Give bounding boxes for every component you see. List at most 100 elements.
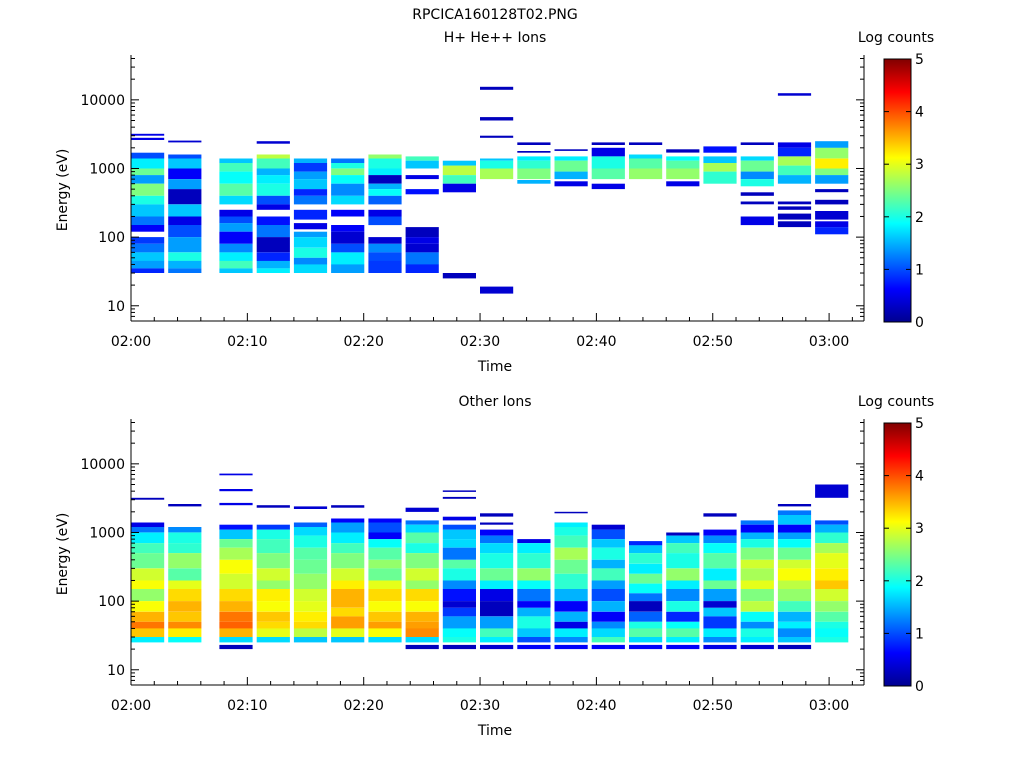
spectrogram-cell — [777, 213, 812, 220]
spectrogram-cell — [554, 621, 588, 629]
spectrogram-cell — [331, 616, 365, 629]
spectrogram-cell — [591, 601, 625, 612]
x-tick-label: 02:30 — [460, 698, 500, 714]
spectrogram-cell — [368, 637, 402, 643]
spectrogram-cell — [368, 252, 402, 261]
spectrogram-cell — [480, 158, 514, 161]
spectrogram-cell — [331, 264, 365, 273]
spectrogram-cell — [131, 216, 165, 226]
spectrogram-cell — [168, 628, 202, 637]
spectrogram-cell — [591, 142, 625, 145]
x-tick-label: 02:00 — [111, 698, 151, 714]
spectrogram-cell — [517, 637, 551, 643]
spectrogram-cell — [517, 644, 551, 650]
spectrogram-cell — [405, 156, 439, 161]
spectrogram-cell — [256, 158, 290, 169]
spectrogram-cell — [256, 601, 290, 612]
spectrogram-cell — [331, 607, 365, 617]
spectrogram-cell — [740, 568, 774, 581]
spectrogram-cell — [219, 209, 253, 217]
spectrogram-cell — [740, 160, 774, 172]
spectrogram-cell — [740, 621, 774, 629]
y-tick-label: 10000 — [80, 93, 125, 109]
spectrogram-cell — [293, 264, 328, 273]
spectrogram-cell — [131, 601, 165, 612]
spectrogram-cell — [517, 151, 551, 153]
spectrogram-cell — [815, 227, 849, 235]
spectrogram-cell — [591, 547, 625, 560]
spectrogram-cell — [331, 532, 365, 544]
spectrogram-cell — [480, 117, 514, 121]
spectrogram-cell — [740, 611, 774, 622]
spectrogram-cell — [777, 175, 812, 184]
spectrogram-cell — [777, 165, 812, 176]
spectrogram-cell — [517, 616, 551, 629]
spectrogram-cell — [331, 637, 365, 643]
spectrogram-cell — [131, 637, 165, 643]
spectrogram-cell — [256, 637, 290, 643]
spectrogram-cell — [293, 527, 328, 536]
y-tick-label: 1000 — [89, 161, 125, 177]
y-tick-label: 10 — [107, 299, 125, 315]
spectrogram-cell — [219, 163, 253, 172]
spectrogram-cell — [554, 522, 588, 528]
spectrogram-cell — [219, 628, 253, 637]
spectrogram-cell — [219, 252, 253, 261]
spectrogram-cell — [591, 156, 625, 169]
spectrogram-cell — [442, 165, 476, 176]
spectrogram-cell — [293, 247, 328, 258]
spectrogram-cell — [591, 539, 625, 548]
spectrogram-cell — [666, 543, 700, 554]
spectrogram-cell — [331, 568, 365, 581]
spectrogram-cell — [405, 589, 439, 602]
spectrogram-cells — [131, 473, 849, 650]
spectrogram-cell — [554, 559, 588, 574]
spectrogram-cell — [168, 611, 202, 622]
spectrogram-cell — [517, 553, 551, 569]
spectrogram-cell — [442, 559, 476, 569]
spectrogram-cell — [703, 607, 737, 617]
spectrogram-cell — [168, 140, 202, 143]
spectrogram-cell — [219, 195, 253, 205]
x-tick-label: 02:40 — [576, 698, 616, 714]
spectrogram-cell — [666, 621, 700, 629]
spectrogram-cell — [629, 628, 663, 637]
spectrogram-cell — [554, 644, 588, 650]
spectrogram-cell — [740, 601, 774, 612]
spectrogram-cell — [629, 611, 663, 622]
spectrogram-cell — [777, 142, 812, 148]
spectrogram-cell — [740, 520, 774, 525]
spectrogram-cell — [331, 505, 365, 508]
spectrogram-cell — [293, 559, 328, 574]
spectrogram-cell — [777, 644, 812, 650]
spectrogram-cell — [293, 547, 328, 560]
spectrogram-cell — [368, 260, 402, 273]
spectrogram-cell — [480, 568, 514, 581]
spectrogram-cell — [219, 268, 253, 273]
spectrogram-cell — [629, 593, 663, 602]
spectrogram-cell — [442, 607, 476, 617]
spectrogram-cell — [815, 211, 849, 220]
spectrogram-cell — [168, 589, 202, 602]
spectrogram-cell — [131, 580, 165, 590]
spectrogram-cell — [256, 225, 290, 238]
spectrogram-cell — [256, 268, 290, 273]
x-axis-label: Time — [477, 359, 512, 375]
spectrogram-cell — [368, 195, 402, 205]
spectrogram-cell — [293, 628, 328, 637]
spectrogram-cell — [740, 589, 774, 602]
spectrogram-cell — [777, 589, 812, 602]
spectrogram-cell — [703, 171, 737, 184]
spectrogram-cell — [131, 497, 165, 500]
spectrogram-cell — [740, 201, 774, 205]
spectrogram-cell — [740, 539, 774, 548]
spectrogram-cell — [368, 158, 402, 169]
spectrogram-cell — [666, 181, 700, 187]
spectrogram-cell — [517, 580, 551, 590]
spectrogram-cell — [405, 227, 439, 238]
y-axis-label: Energy (eV) — [55, 149, 71, 232]
spectrogram-cell — [815, 543, 849, 554]
spectrogram-cell — [629, 541, 663, 546]
spectrogram-cell — [517, 568, 551, 581]
spectrogram-cell — [131, 260, 165, 269]
